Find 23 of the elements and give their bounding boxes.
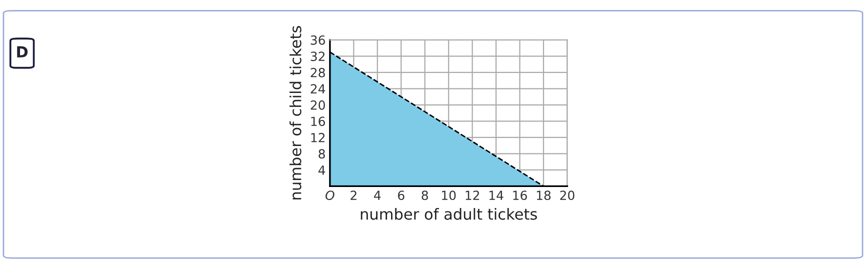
y-tick-label: 28 xyxy=(310,68,325,78)
y-tick-label: 8 xyxy=(318,149,325,159)
y-tick-label: 24 xyxy=(310,84,326,94)
x-tick-label: 16 xyxy=(513,190,527,200)
x-tick-label: O xyxy=(326,190,334,200)
y-axis-title: number of child tickets xyxy=(290,26,302,200)
y-tick-label: 16 xyxy=(311,116,325,126)
y-tick-label: 32 xyxy=(310,52,325,62)
x-tick-label: 14 xyxy=(489,190,504,200)
x-tick-label: 8 xyxy=(422,190,428,200)
x-tick-label: 12 xyxy=(466,190,480,200)
x-tick-label: 10 xyxy=(442,190,456,200)
y-tick-label: 20 xyxy=(310,100,325,110)
x-tick-label: 2 xyxy=(350,190,356,200)
x-axis-title: number of adult tickets xyxy=(360,208,537,220)
x-tick-label: 18 xyxy=(536,190,551,200)
y-tick-label: 12 xyxy=(311,132,325,142)
y-tick-label: 4 xyxy=(318,166,326,175)
x-tick-label: 20 xyxy=(560,190,574,200)
text: D xyxy=(17,46,28,58)
y-tick-label: 36 xyxy=(310,35,325,45)
x-tick-label: 4 xyxy=(374,190,381,200)
x-tick-label: 6 xyxy=(398,190,404,200)
